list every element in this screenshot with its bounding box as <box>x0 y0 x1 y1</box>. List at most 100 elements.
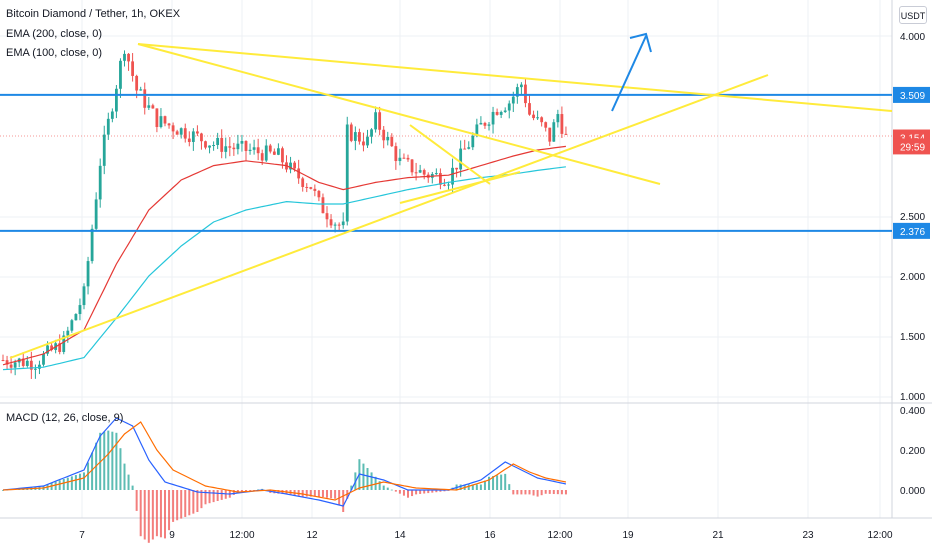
candle-body <box>325 213 329 220</box>
candle-body <box>305 186 309 188</box>
candle-body <box>402 157 406 159</box>
ema-200-line[interactable] <box>2 145 566 366</box>
upper-trendline[interactable] <box>137 43 893 112</box>
macd-histogram-bar <box>552 490 555 495</box>
candle-body <box>374 112 377 130</box>
candle-body <box>102 134 106 166</box>
price-tick-label: 4.000 <box>900 32 925 43</box>
macd-histogram-bar <box>326 490 328 498</box>
candle-body <box>536 117 539 119</box>
macd-histogram-bar <box>313 490 316 497</box>
macd-histogram-bar <box>216 490 219 501</box>
arrow-head <box>629 32 652 53</box>
candle-body <box>439 173 442 185</box>
candle-body <box>171 125 175 132</box>
candle-body <box>50 345 53 350</box>
wedge-upper-line[interactable] <box>409 124 491 185</box>
candle-body <box>341 221 345 226</box>
candle-body <box>540 117 544 123</box>
candle-body <box>9 364 13 368</box>
macd-histogram-bar <box>366 468 369 490</box>
candle-body <box>370 129 373 137</box>
candle-body <box>110 111 114 119</box>
candle-body <box>82 286 86 306</box>
candle-body <box>196 131 199 134</box>
time-axis[interactable]: 7 9 12:00 12 14 16 12:00 19 21 23 12:00 <box>79 530 893 541</box>
candle-body <box>297 168 301 179</box>
candle-body <box>353 132 357 141</box>
macd-histogram-bar <box>249 490 252 491</box>
indicator-ema-200-label[interactable]: EMA (200, close, 0) <box>6 28 102 40</box>
candle-body <box>499 111 503 115</box>
candle-body <box>560 114 564 134</box>
candle-body <box>443 184 446 186</box>
candle-body <box>216 137 220 146</box>
candle-body <box>366 136 369 146</box>
macd-histogram-bar <box>459 484 462 490</box>
candle-body <box>532 114 535 119</box>
currency-button[interactable]: USDT <box>899 6 927 24</box>
candle-body <box>503 110 507 112</box>
signal-line[interactable] <box>2 421 567 501</box>
macd-histogram-bar <box>435 490 438 493</box>
candle-body <box>313 188 317 191</box>
macd-histogram-bar <box>58 480 61 490</box>
candle-body <box>34 368 37 370</box>
macd-histogram-bar <box>419 490 422 494</box>
macd-line[interactable] <box>2 417 567 507</box>
candle-body <box>422 170 426 175</box>
candle-body <box>289 162 292 170</box>
macd-histogram-bar <box>74 475 77 490</box>
macd-histogram-bar <box>212 490 215 503</box>
candle-body <box>321 197 325 214</box>
up-arrow-drawing[interactable] <box>611 32 652 112</box>
price-tag-countdown <box>893 138 930 155</box>
chart-title: Bitcoin Diamond / Tether, 1h, OKEX <box>6 8 181 20</box>
macd-histogram-bar <box>504 473 507 490</box>
candle-body <box>106 118 110 135</box>
macd-histogram-bar <box>407 490 409 498</box>
candle-body <box>66 330 70 336</box>
macd-histogram-bar <box>496 475 499 490</box>
macd-histogram-bar <box>131 485 134 490</box>
candle-body <box>281 148 284 163</box>
candle-body <box>455 167 458 170</box>
candle-body <box>78 305 82 315</box>
macd-histogram-bar <box>508 484 511 490</box>
wedge-lower-line[interactable] <box>399 171 521 204</box>
macd-histogram-bar <box>488 476 490 490</box>
candles <box>1 50 568 379</box>
macd-histogram-bar <box>240 490 243 492</box>
candle-body <box>147 105 151 108</box>
macd-label[interactable]: MACD (12, 26, close, 9) <box>6 412 124 424</box>
candle-body <box>345 124 349 222</box>
ema-100-line[interactable] <box>2 166 566 371</box>
macd-histogram-bar <box>524 490 527 495</box>
macd-histogram-bar <box>103 431 106 490</box>
trendlines[interactable] <box>9 43 893 359</box>
macd-histogram-bar <box>532 490 535 496</box>
macd-tick-label: 0.400 <box>900 406 925 417</box>
price-axis[interactable]: 4.000 2.500 2.000 1.500 1.000 <box>900 32 925 403</box>
price-tag-level <box>893 86 930 103</box>
macd-histogram-bar <box>390 489 393 491</box>
price-tick-label: 2.500 <box>900 212 925 223</box>
macd-histogram-bar <box>192 490 195 514</box>
candle-body <box>309 187 313 189</box>
falling-trendline[interactable] <box>137 43 661 185</box>
rising-trendline[interactable] <box>9 74 769 359</box>
macd-histogram-bar <box>382 485 385 490</box>
candle-body <box>471 135 475 148</box>
indicator-ema-100-label[interactable]: EMA (100, close, 0) <box>6 47 102 59</box>
macd-histogram-bar <box>168 490 171 531</box>
macd-histogram-bar <box>220 490 223 500</box>
macd-histogram-bar <box>127 474 130 490</box>
candle-body <box>491 111 495 125</box>
candle-body <box>434 173 438 175</box>
candle-body <box>123 53 126 61</box>
macd-axis[interactable]: 0.400 0.200 0.000 <box>900 406 925 497</box>
candle-body <box>507 103 511 111</box>
candle-body <box>406 157 410 160</box>
macd-histogram-bar <box>159 490 162 538</box>
